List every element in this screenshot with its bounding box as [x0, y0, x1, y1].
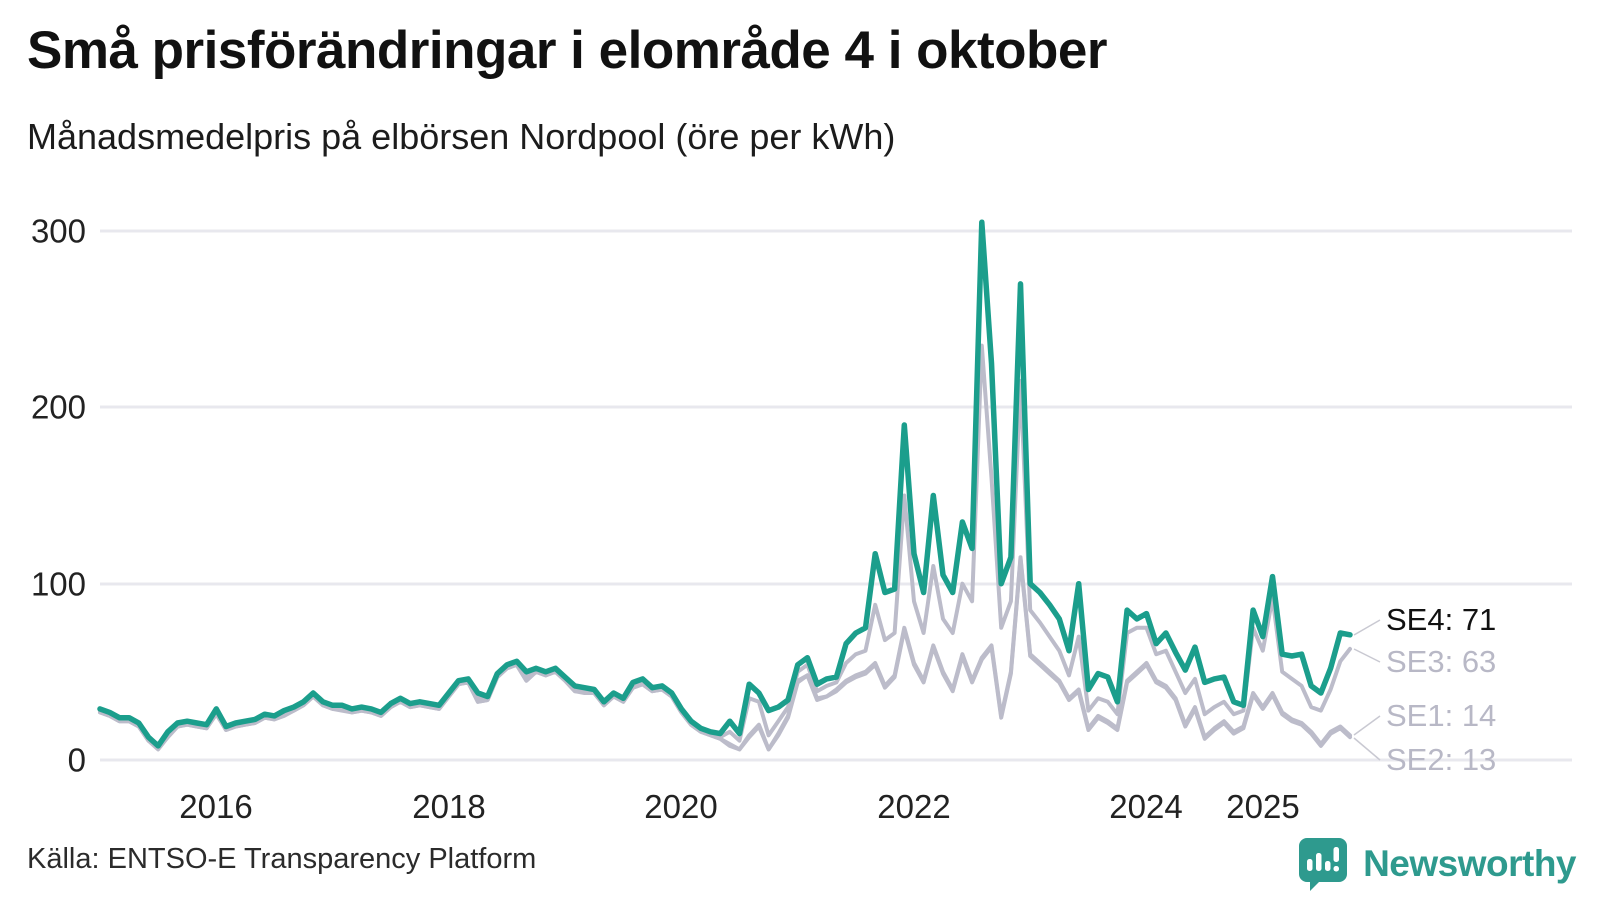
ytick-300: 300 — [31, 213, 86, 250]
exclamation-bar — [1333, 847, 1340, 862]
x-axis-labels: 2016 2018 2020 2022 2024 2025 — [179, 788, 1299, 825]
gridlines — [100, 229, 1572, 762]
connector-se4 — [1353, 619, 1381, 636]
annotation-connectors — [1353, 619, 1381, 761]
xtick-2022: 2022 — [877, 788, 950, 825]
page-subtitle: Månadsmedelpris på elbörsen Nordpool (ör… — [27, 116, 896, 157]
xtick-2020: 2020 — [644, 788, 717, 825]
connector-se2 — [1353, 737, 1381, 761]
source-note: Källa: ENTSO-E Transparency Platform — [27, 843, 537, 875]
label-se3: SE3: 63 — [1386, 644, 1496, 679]
series-lines — [97, 219, 1353, 752]
newsworthy-logo: Newsworthy — [1297, 836, 1576, 892]
annotation-labels: SE4: 71 SE3: 63 SE1: 14 SE2: 13 — [1386, 602, 1496, 777]
ytick-200: 200 — [31, 389, 86, 426]
connector-se1 — [1353, 715, 1381, 736]
speech-bubble-shape — [1299, 838, 1348, 891]
label-se4: SE4: 71 — [1386, 602, 1496, 637]
newsworthy-bubble-icon — [1299, 838, 1348, 891]
exclamation-dot — [1333, 866, 1340, 872]
ytick-100: 100 — [31, 566, 86, 603]
brand-name: Newsworthy — [1363, 843, 1576, 884]
page-title: Små prisförändringar i elområde 4 i okto… — [27, 21, 1108, 80]
xtick-2018: 2018 — [412, 788, 485, 825]
label-se2: SE2: 13 — [1386, 742, 1496, 777]
xtick-2016: 2016 — [179, 788, 252, 825]
xtick-2025: 2025 — [1226, 788, 1299, 825]
xtick-2024: 2024 — [1109, 788, 1182, 825]
label-se1: SE1: 14 — [1386, 698, 1496, 733]
series-line-se2 — [98, 557, 1352, 752]
series-line-se4 — [97, 219, 1353, 749]
ytick-0: 0 — [68, 742, 86, 779]
connector-se3 — [1353, 648, 1381, 663]
bar-chart-glyph — [1307, 847, 1340, 872]
y-axis-labels: 300 200 100 0 — [31, 213, 86, 779]
